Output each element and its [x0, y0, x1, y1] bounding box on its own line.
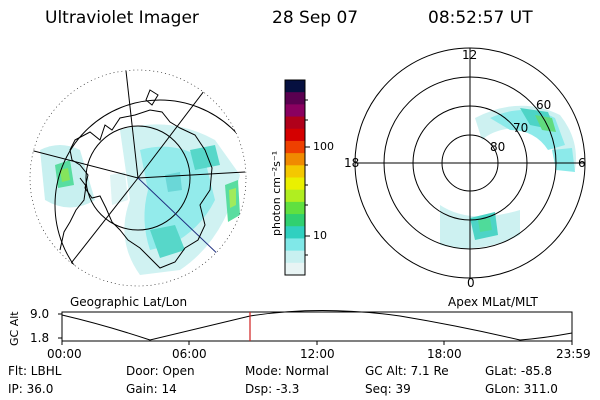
colorbar-segment [285, 262, 305, 276]
ip-value: IP: 36.0 [8, 382, 54, 396]
colorbar-segment [285, 165, 305, 178]
colorbar-segment [285, 153, 305, 166]
colorbar-segment [285, 140, 305, 154]
dsp-value: Dsp: -3.3 [245, 382, 300, 396]
colorbar-segment [285, 201, 305, 215]
colorbar-tick-100: 100 [313, 140, 334, 153]
filter-value: Flt: LBHL [8, 364, 62, 378]
left-panel-caption: Geographic Lat/Lon [70, 295, 188, 309]
colorbar-segment [285, 80, 305, 93]
timeline-ylabel: GC Alt [8, 311, 21, 346]
antarctica-coastline [69, 109, 213, 269]
altitude-curve [61, 310, 573, 341]
magnetic-polar-panel [354, 47, 586, 279]
glon-value: GLon: 311.0 [485, 382, 558, 396]
timeline-tick-1200: 12:00 [300, 347, 335, 361]
colorbar-tick-10: 10 [313, 229, 327, 242]
right-aurora-emission [440, 105, 576, 249]
observation-time: 08:52:57 UT [428, 8, 533, 28]
mlt-label-0: 0 [467, 276, 475, 290]
glat-value: GLat: -85.8 [485, 364, 552, 378]
timeline-tick-1800: 18:00 [427, 347, 462, 361]
timeline-tick-0600: 06:00 [172, 347, 207, 361]
mlat-label-80: 80 [490, 140, 506, 154]
gain-value: Gain: 14 [126, 382, 177, 396]
colorbar-segment [285, 250, 305, 264]
door-status: Door: Open [126, 364, 195, 378]
colorbar-segment [285, 128, 305, 142]
mlt-label-12: 12 [462, 48, 478, 62]
right-panel-caption: Apex MLat/MLT [448, 295, 538, 309]
geographic-image-panel [29, 69, 247, 287]
timeline-ymax: 9.0 [30, 307, 50, 321]
colorbar-segment [285, 214, 305, 227]
timeline-ymin: 1.8 [30, 331, 50, 345]
colorbar [284, 79, 310, 276]
timeline-tick-2359: 23:59 [556, 347, 591, 361]
mlat-label-60: 60 [536, 98, 552, 112]
timeline-tick-0000: 00:00 [47, 347, 82, 361]
instrument-title: Ultraviolet Imager [45, 8, 199, 28]
observation-date: 28 Sep 07 [272, 8, 359, 28]
colorbar-segment [285, 238, 305, 252]
colorbar-segment [285, 92, 305, 105]
colorbar-segment [285, 104, 305, 118]
mlat-label-70: 70 [513, 121, 529, 135]
colorbar-segment [285, 226, 305, 239]
colorbar-segment [285, 189, 305, 203]
mode-value: Mode: Normal [245, 364, 329, 378]
orbit-altitude-timeline [58, 310, 573, 345]
seq-value: Seq: 39 [365, 382, 411, 396]
colorbar-segment [285, 177, 305, 191]
mlt-label-18: 18 [344, 156, 360, 170]
colorbar-segment [285, 116, 305, 130]
gc-alt-value: GC Alt: 7.1 Re [365, 364, 449, 378]
mlt-label-6: 6 [578, 156, 586, 170]
colorbar-unit-label: photon cm⁻²s⁻¹ [270, 150, 283, 236]
